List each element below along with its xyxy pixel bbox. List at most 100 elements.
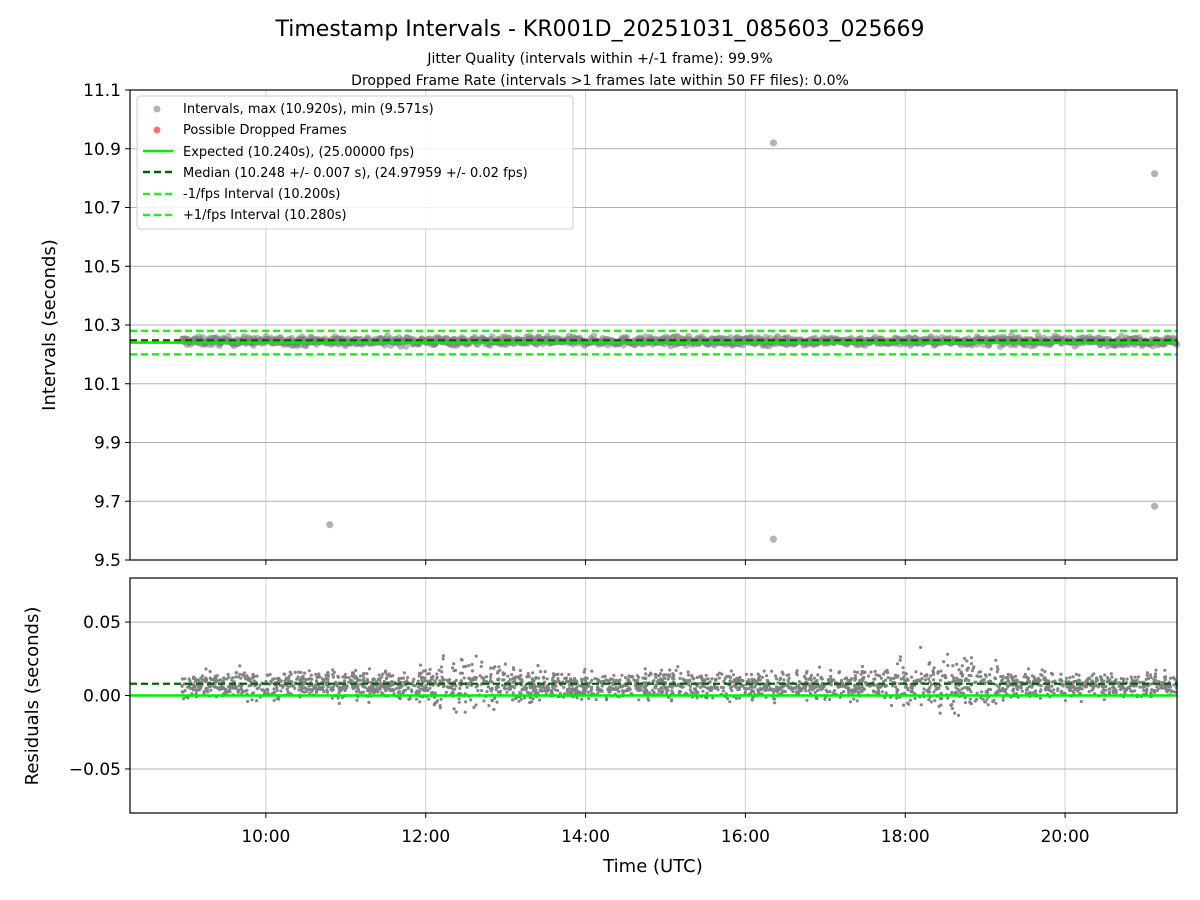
residual-point [741,679,745,683]
residual-point [869,670,873,674]
residual-point [1015,686,1019,690]
residual-point [517,699,521,703]
residual-point [929,674,933,678]
residual-point [608,678,612,682]
residual-point [933,699,937,703]
residual-point [279,689,283,693]
residual-point [197,679,201,684]
residual-point [828,690,832,694]
residual-point [423,679,427,683]
residual-point [428,667,432,672]
residual-point [1006,678,1010,682]
residual-point [1001,698,1005,702]
residual-point [503,684,507,688]
residual-point [438,706,442,710]
residual-point [932,666,936,670]
residual-point [978,670,983,674]
residual-point [350,673,354,678]
residual-point [428,686,432,691]
residual-point [946,663,950,668]
residual-point [994,701,998,705]
residual-point [783,689,788,694]
residual-point [809,678,814,682]
x-axis-label: Time (UTC) [602,856,703,877]
residual-point [970,669,974,673]
residual-point [791,689,795,694]
residual-point [1078,685,1082,689]
residual-point [1172,683,1176,687]
residual-point [1108,687,1112,691]
residual-point [1136,675,1140,679]
residual-point [389,680,393,684]
residual-point [1130,689,1134,694]
residual-point [866,674,871,678]
residual-point [813,690,817,695]
residual-point [942,660,946,664]
residual-point [689,690,693,695]
residual-point [688,679,692,683]
residual-point [308,688,312,692]
residuals-y-tick-label: 0.00 [83,687,121,707]
residual-point [593,677,597,681]
residual-point [782,678,786,682]
residual-point [242,671,246,675]
residual-point [637,698,641,702]
residual-point [757,676,761,680]
residuals-y-tick-label: −0.05 [69,760,121,780]
residual-point [587,696,591,701]
residual-point [644,688,648,692]
intervals-y-tick-label: 10.7 [83,199,121,219]
x-tick-label: 10:00 [241,827,290,847]
residual-point [604,678,609,682]
residual-point [479,664,483,669]
residual-point [909,690,913,694]
residual-point [556,672,560,676]
residual-point [452,669,456,673]
residual-point [480,660,484,664]
residual-point [428,679,432,683]
residual-point [902,675,906,679]
residual-point [710,677,714,681]
residual-point [639,684,644,688]
residual-point [441,678,445,682]
residual-point [831,691,835,695]
residual-point [412,677,416,681]
residual-point [423,669,427,673]
residual-point [188,679,192,683]
residual-point [988,688,993,692]
residual-point [1107,690,1111,695]
residual-point [850,689,854,693]
residual-point [859,672,863,676]
residual-point [652,679,656,683]
residual-point [1024,691,1028,695]
residual-point [975,697,979,702]
residual-point [1163,668,1167,672]
residual-point [491,666,495,670]
residual-point [314,683,318,687]
residual-point [839,691,844,695]
residual-point [1064,676,1069,681]
residual-point [314,679,319,683]
residual-point [899,677,903,681]
residual-point [930,682,934,687]
residual-point [868,684,872,688]
residual-point [562,685,566,690]
residual-point [1169,688,1173,692]
residual-point [932,690,936,694]
residual-point [1009,673,1013,677]
residual-point [531,671,535,675]
residual-point [1030,674,1034,678]
residual-point [517,675,521,679]
residual-point [925,673,929,677]
residual-point [296,675,300,679]
residual-point [750,677,754,681]
residual-point [946,687,950,691]
residual-point [208,669,212,674]
residual-point [855,670,860,675]
residual-point [367,700,371,705]
intervals-y-tick-label: 10.3 [83,316,121,336]
residual-point [582,670,586,674]
residual-point [450,685,454,689]
residual-point [308,677,312,681]
residual-point [765,674,769,678]
